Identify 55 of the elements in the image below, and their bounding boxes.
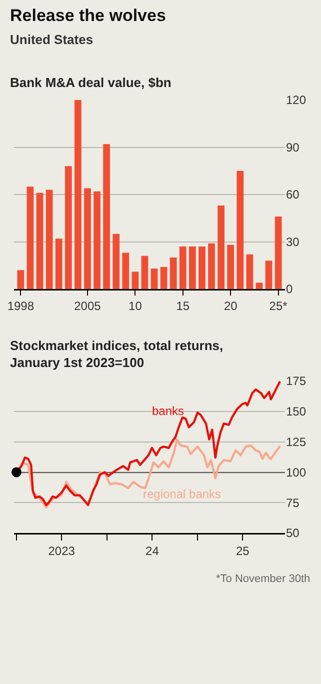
bar (198, 246, 206, 289)
bar (189, 246, 196, 289)
bar (122, 252, 130, 289)
x-tick-label: 25 (236, 544, 250, 558)
bar (218, 206, 224, 289)
y-tick-label: 90 (286, 140, 300, 154)
series-label: regional banks (143, 487, 222, 501)
x-tick-label: 1998 (7, 298, 34, 313)
chart-title: Release the wolves (10, 6, 167, 26)
bar (150, 268, 158, 289)
bar (246, 254, 254, 289)
bar (103, 144, 110, 289)
y-tick-label: 75 (286, 496, 300, 510)
x-tick-label: 25* (269, 298, 288, 313)
bar (112, 234, 120, 289)
y-tick-label: 60 (286, 188, 300, 202)
x-tick-label: 2005 (74, 298, 102, 313)
bar (84, 188, 91, 289)
y-tick-label: 125 (286, 435, 306, 449)
y-axis-title: Bank M&A deal value, $bn (10, 75, 172, 90)
y-tick-label: 100 (286, 465, 306, 480)
bar (64, 166, 72, 289)
bar (274, 216, 282, 289)
bar (170, 258, 177, 289)
x-tick-label: 10 (128, 298, 142, 313)
y-tick-label: 30 (286, 234, 300, 249)
chart-title: Stockmarket indices, total returns, January 1st 2023=100 (10, 337, 224, 371)
y-tick-label: 0 (286, 282, 293, 296)
bar (55, 238, 62, 289)
bar (265, 260, 272, 289)
bar (132, 272, 139, 289)
x-tick-label: 24 (146, 544, 160, 558)
text: *To November 30th (216, 573, 310, 585)
y-tick-label: 150 (286, 404, 306, 419)
x-tick-label: 20 (224, 298, 238, 313)
bar (46, 190, 53, 289)
y-tick-label: 175 (286, 374, 306, 388)
bar (94, 191, 100, 289)
bar (227, 244, 234, 289)
series-label: banks (152, 404, 184, 418)
bar (17, 270, 24, 289)
chart-subtitle: United States (10, 32, 94, 47)
bar (179, 246, 186, 289)
y-tick-label: 120 (286, 93, 306, 108)
bar (36, 192, 44, 289)
x-tick-label: 15 (176, 298, 190, 313)
bar (26, 186, 34, 289)
bar (160, 266, 168, 289)
bar (236, 170, 244, 289)
x-tick-label: 2023 (48, 544, 76, 558)
bar (141, 256, 148, 289)
bar (208, 243, 215, 289)
y-tick-label: 50 (286, 526, 300, 540)
bar (74, 100, 82, 289)
bar (256, 282, 263, 289)
